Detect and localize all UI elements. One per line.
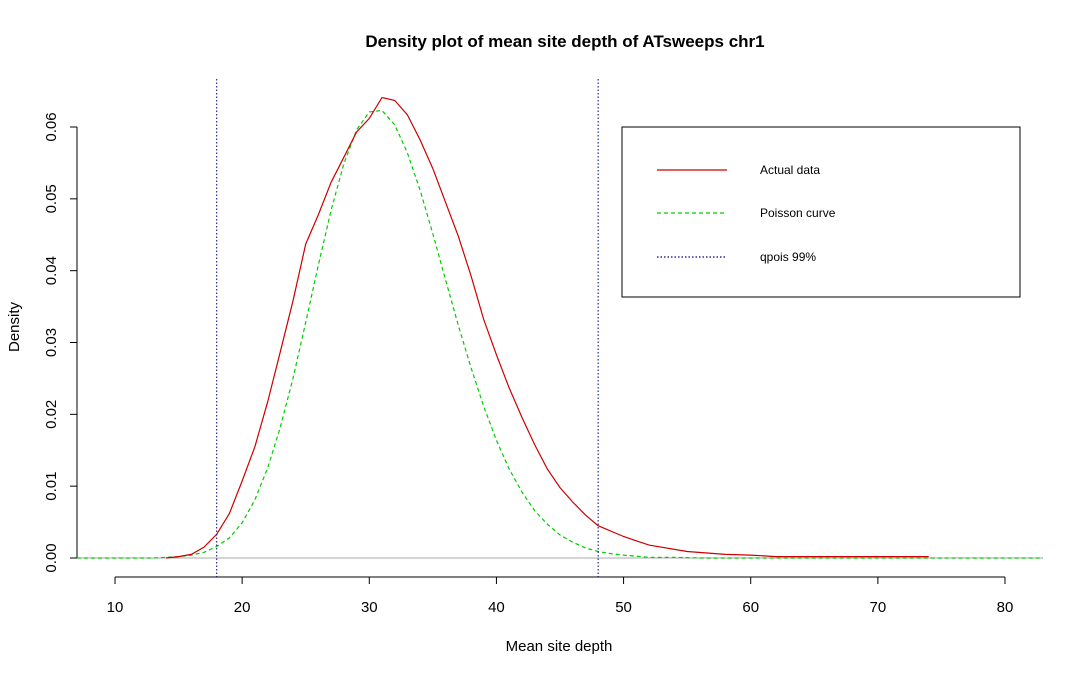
y-tick-label: 0.04 (43, 256, 60, 285)
actual-data-line (165, 96, 929, 559)
x-axis: 10 20 30 40 50 60 70 80 (107, 576, 1014, 616)
y-axis: 0.00 0.01 0.02 0.03 0.04 0.05 0.06 (43, 112, 78, 573)
y-tick-label: 0.01 (43, 472, 60, 501)
series-layer (77, 96, 1043, 559)
x-tick-label: 80 (997, 599, 1014, 616)
y-tick-label: 0.03 (43, 328, 60, 357)
x-tick-label: 20 (234, 599, 251, 616)
y-tick-label: 0.02 (43, 400, 60, 429)
legend: Actual data Poisson curve qpois 99% (621, 126, 1021, 298)
y-axis-label: Density (6, 301, 23, 352)
legend-box (621, 126, 1021, 298)
x-tick-label: 30 (361, 599, 378, 616)
chart-title: Density plot of mean site depth of ATswe… (365, 32, 764, 51)
legend-label: qpois 99% (760, 250, 816, 264)
x-tick-label: 50 (615, 599, 632, 616)
y-tick-label: 0.06 (43, 112, 60, 141)
qpois-lines (216, 79, 599, 577)
y-tick-label: 0.00 (43, 543, 60, 572)
x-tick-label: 70 (870, 599, 887, 616)
x-tick-label: 60 (742, 599, 759, 616)
poisson-curve-line (77, 109, 1043, 559)
y-tick-label: 0.05 (43, 184, 60, 213)
legend-label: Actual data (760, 163, 820, 177)
legend-label: Poisson curve (760, 206, 836, 220)
x-tick-label: 10 (107, 599, 124, 616)
x-tick-label: 40 (488, 599, 505, 616)
x-axis-label: Mean site depth (506, 638, 613, 655)
